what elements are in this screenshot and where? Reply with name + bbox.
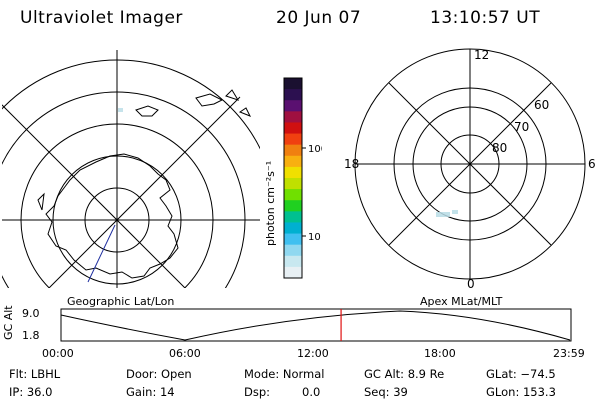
time-label: 13:10:57 UT	[430, 8, 541, 28]
colorbar-band	[284, 111, 302, 123]
timeline-x-tick: 00:00	[42, 347, 74, 360]
colorbar-band	[284, 211, 302, 223]
geographic-polar-plot	[2, 50, 260, 288]
info-ip: IP: 36.0	[9, 385, 53, 399]
colorbar-tick-label-100: 100	[308, 144, 322, 155]
coastline-antarctica	[45, 153, 179, 279]
colorbar-band	[284, 222, 302, 235]
timeline-x-tick: 06:00	[169, 347, 201, 360]
coastline-island	[37, 192, 45, 211]
coastline-island	[225, 89, 240, 101]
colorbar-tick-label-10: 10	[308, 232, 321, 243]
colorbar-band	[284, 155, 302, 168]
colorbar-band	[284, 255, 302, 268]
info-door: Door: Open	[126, 367, 192, 381]
colorbar-band	[284, 200, 302, 212]
mlt-line	[388, 82, 552, 246]
meridian-line	[48, 96, 241, 288]
aurora-speck	[452, 210, 458, 214]
timeline-x-tick: 12:00	[297, 347, 329, 360]
intensity-colorbar: 100 10 photon cm⁻²s⁻¹	[264, 77, 322, 279]
mlt-label-6: 6	[588, 157, 596, 171]
right-panel-label: Apex MLat/MLT	[420, 295, 503, 308]
colorbar-band	[284, 144, 302, 157]
timeline-x-tick: 18:00	[424, 347, 456, 360]
info-dsp-label: Dsp:	[244, 385, 271, 399]
satellite-track	[87, 224, 116, 283]
colorbar-band	[284, 78, 302, 90]
colorbar-band	[284, 266, 302, 279]
mlat-label-60: 60	[534, 98, 549, 112]
timeline-x-tick: 23:59	[553, 347, 585, 360]
mlat-label-70: 70	[514, 120, 529, 134]
info-glat: GLat: −74.5	[486, 367, 556, 381]
colorbar-band	[284, 189, 302, 201]
mlt-label-12: 12	[474, 48, 489, 62]
colorbar-band	[284, 89, 302, 101]
colorbar-band	[284, 122, 302, 135]
mlt-label-0: 0	[467, 277, 475, 290]
magnetic-polar-plot: 12 18 6 0 60 70 80	[344, 48, 596, 290]
timeline-y-tick-low: 1.8	[22, 329, 40, 342]
info-glon: GLon: 153.3	[486, 385, 556, 399]
mlt-label-18: 18	[344, 157, 359, 171]
info-mode: Mode: Normal	[244, 367, 325, 381]
coastline-island	[135, 105, 159, 117]
date-label: 20 Jun 07	[276, 8, 362, 28]
info-gc-alt: GC Alt: 8.9 Re	[364, 367, 445, 381]
colorbar-band	[284, 100, 302, 112]
colorbar-band	[284, 244, 302, 257]
timeline-y-label: GC Alt	[2, 305, 15, 340]
colorbar-frame	[283, 77, 303, 279]
timeline-frame	[60, 308, 572, 342]
coastline-island	[238, 107, 252, 117]
aurora-speck	[118, 108, 123, 112]
colorbar-gradient	[284, 78, 302, 279]
colorbar-band	[284, 166, 302, 179]
info-seq: Seq: 39	[364, 385, 408, 399]
colorbar-unit-label: photon cm⁻²s⁻¹	[264, 161, 277, 246]
info-dsp-value: 0.0	[302, 385, 321, 399]
left-panel-label: Geographic Lat/Lon	[67, 295, 175, 308]
timeline-y-tick-high: 9.0	[22, 307, 40, 320]
mlat-label-80: 80	[492, 141, 507, 155]
info-filter: Flt: LBHL	[9, 367, 61, 381]
colorbar-band	[284, 133, 302, 146]
app-title: Ultraviolet Imager	[20, 8, 183, 28]
colorbar-band	[284, 178, 302, 190]
lat-circle-40	[2, 59, 260, 150]
info-gain: Gain: 14	[126, 385, 175, 399]
coastline-island	[195, 93, 224, 107]
altitude-curve	[60, 310, 571, 341]
colorbar-band	[284, 233, 302, 246]
altitude-timeline-plot	[60, 308, 572, 342]
aurora-speck	[436, 212, 450, 217]
